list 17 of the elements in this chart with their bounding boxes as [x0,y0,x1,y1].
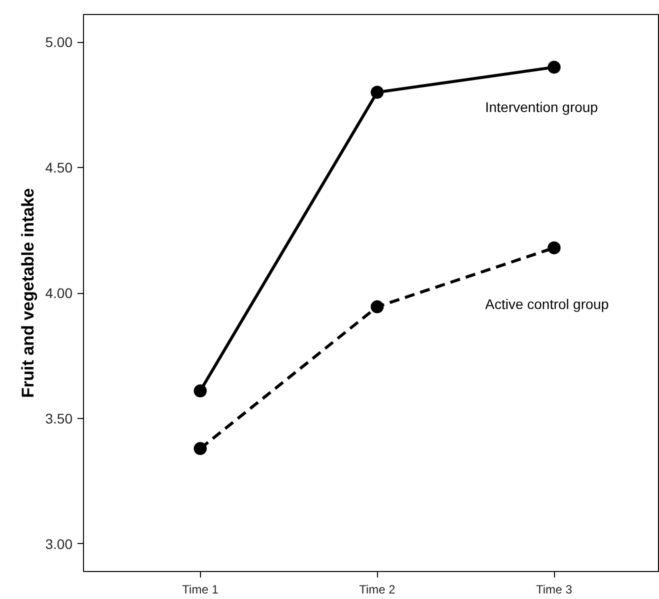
x-tick-label: Time 2 [359,582,396,596]
y-tick-label: 3.50 [45,410,73,426]
y-tick-label: 3.00 [45,536,73,552]
point [548,241,561,254]
x-tick-label: Time 1 [182,582,219,596]
series-label: Active control group [485,296,610,312]
series-label: Intervention group [485,99,598,116]
y-tick-label: 4.00 [45,285,73,301]
point [548,60,561,74]
x-tick-label: Time 3 [536,582,573,596]
point [370,86,384,99]
y-tick-label: 4.50 [45,160,73,176]
y-tick-label: 5.00 [45,34,73,50]
y-axis-title: Fruit and vegetable intake [18,188,38,398]
point [370,300,384,314]
point [194,384,207,398]
point [194,442,207,456]
